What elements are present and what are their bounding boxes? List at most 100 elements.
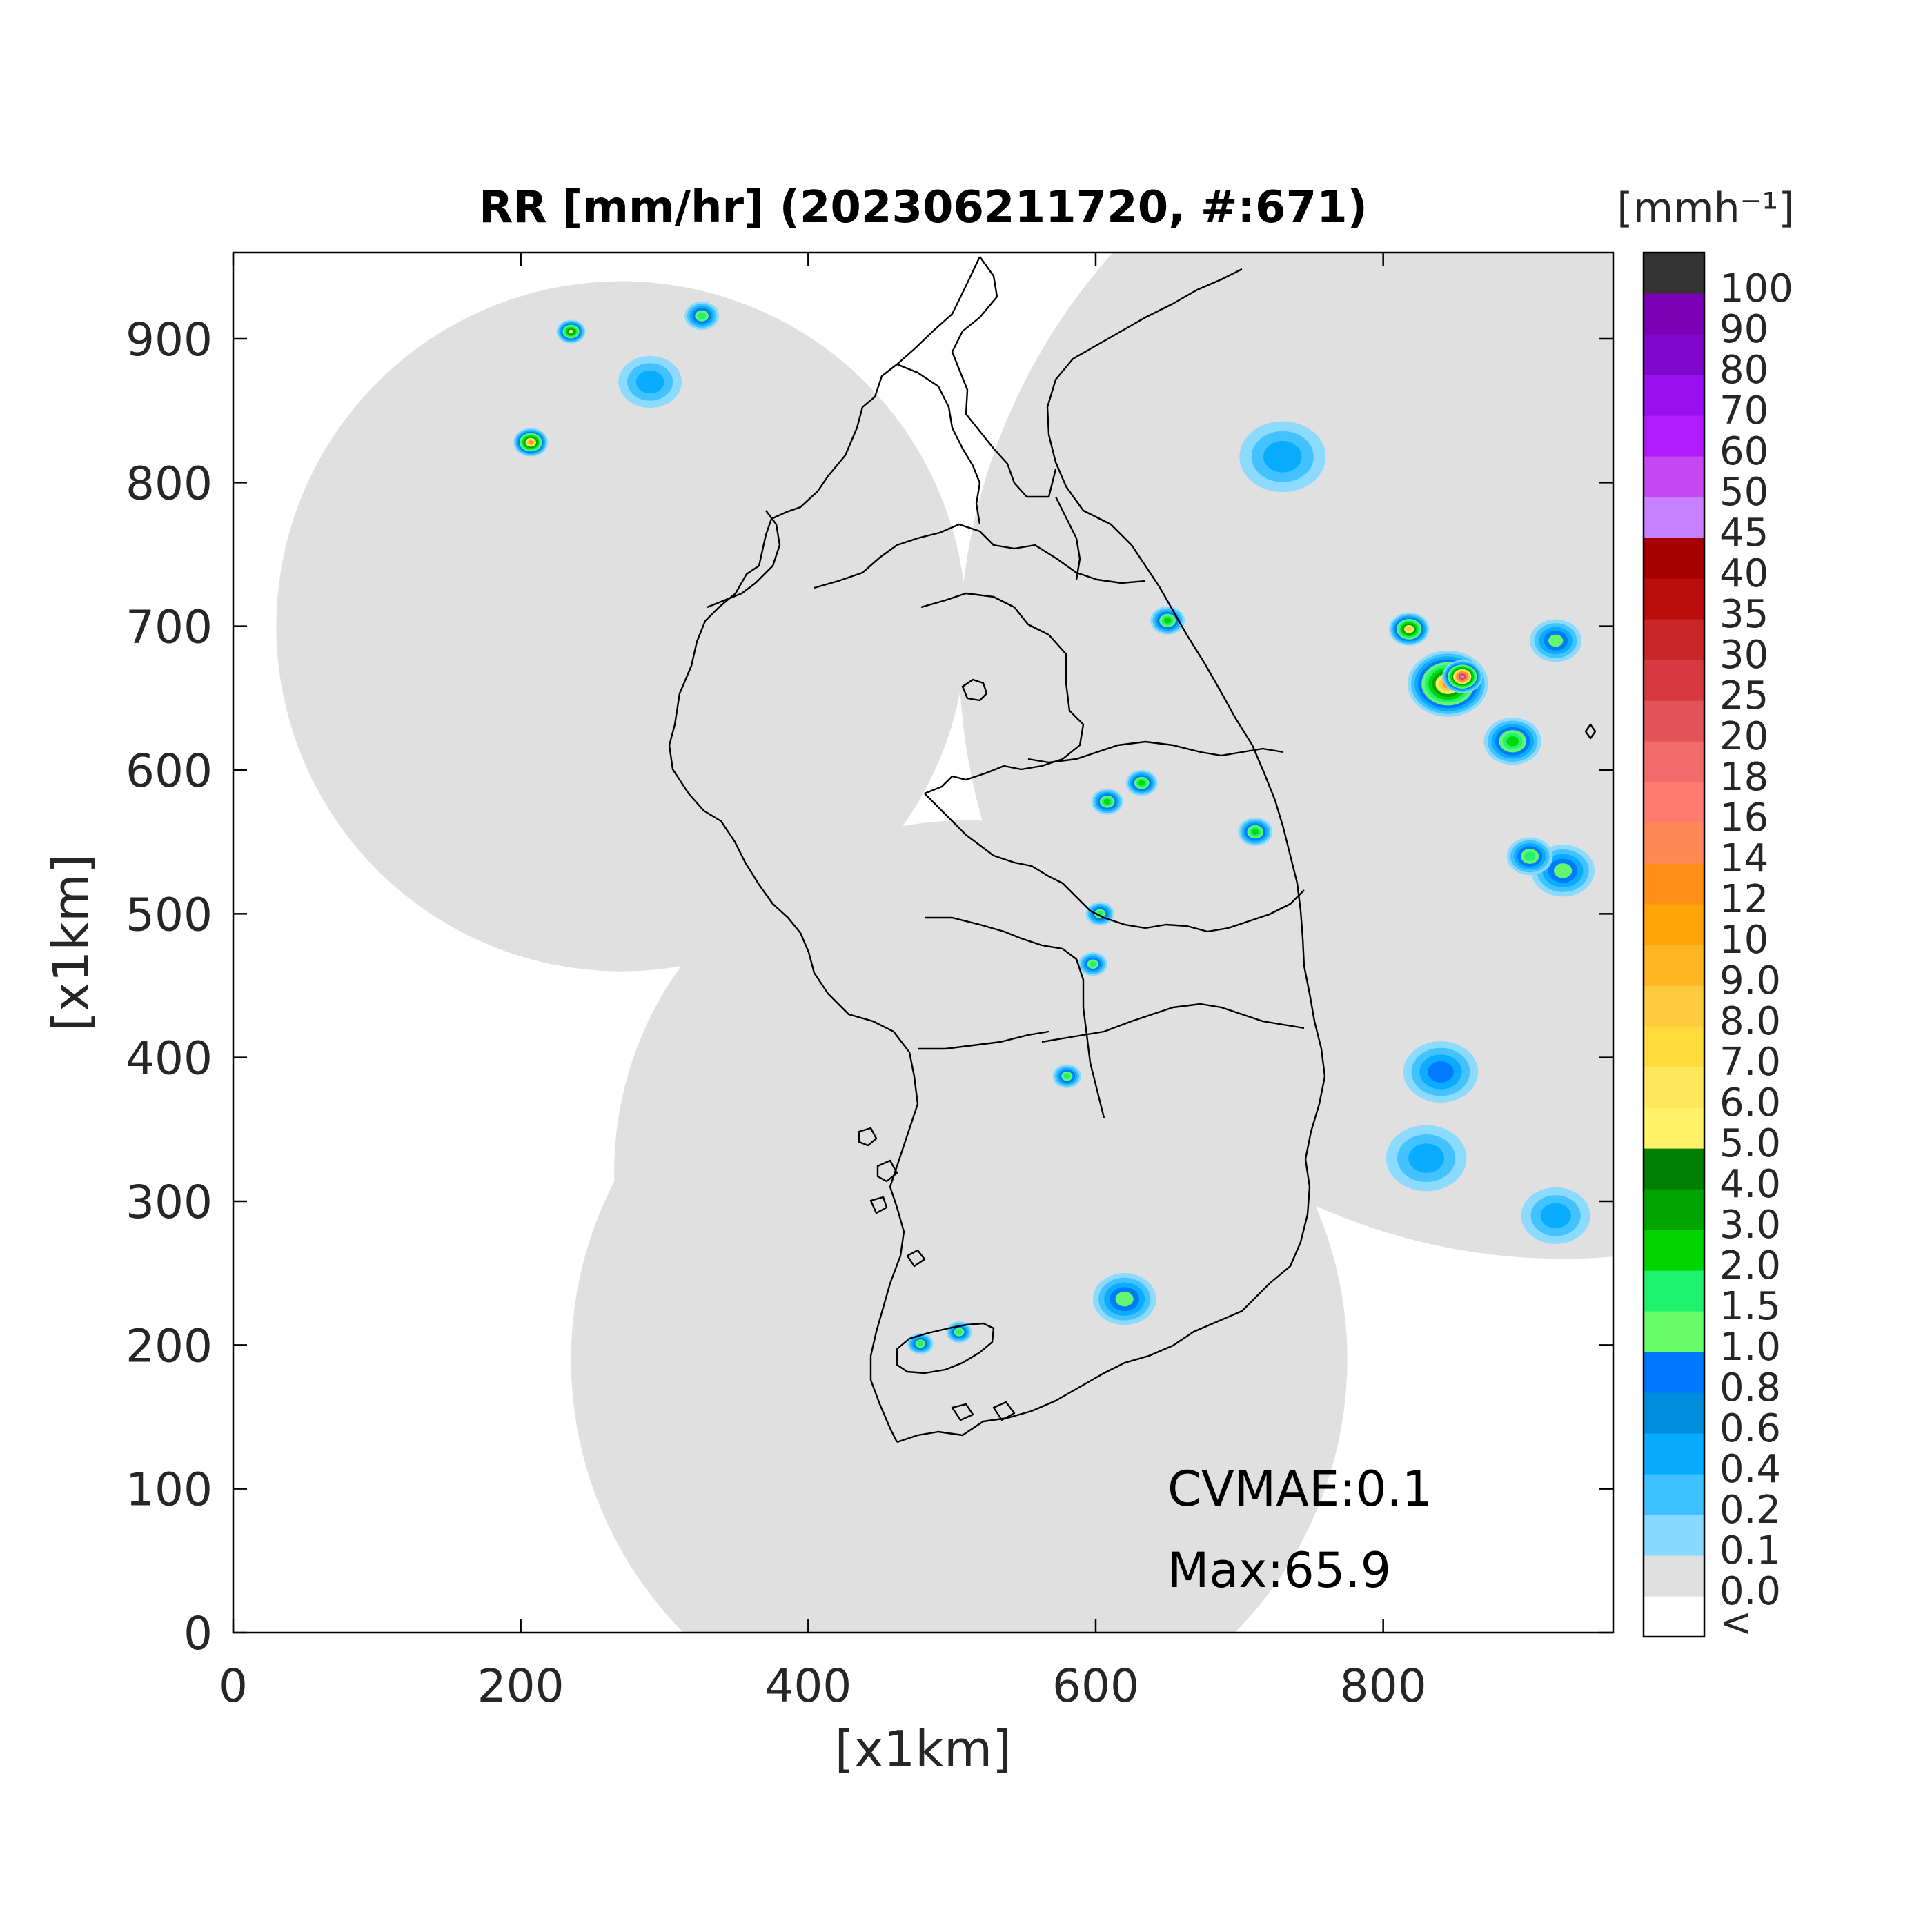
rain-cell-7 <box>1829 504 1915 575</box>
radar-coverage-area <box>276 253 1613 1633</box>
x-tick-label: 400 <box>765 1659 851 1713</box>
colorbar-segment <box>1644 1270 1704 1312</box>
province-border-jeolla <box>925 916 1105 1118</box>
colorbar-label: 70 <box>1719 388 1768 433</box>
rain-cell-21 <box>907 1332 934 1354</box>
y-tick-label: 0 <box>184 1607 213 1660</box>
colorbar-label: 0.4 <box>1719 1447 1781 1492</box>
y-tick-label: 300 <box>126 1176 213 1229</box>
sw-islands-3 <box>869 1196 888 1214</box>
colorbar-label: 90 <box>1719 307 1768 352</box>
colorbar-segment <box>1644 1230 1704 1271</box>
x-axis-label: [x1km] <box>835 1720 1012 1778</box>
colorbar-segment <box>1644 1107 1704 1149</box>
x-tick-label: 200 <box>477 1659 564 1713</box>
colorbar-segment <box>1644 904 1704 945</box>
colorbar-segment <box>1644 945 1704 986</box>
colorbar-label: 25 <box>1719 673 1768 718</box>
colorbar-label: 35 <box>1719 592 1768 637</box>
colorbar-label: 10 <box>1719 918 1768 963</box>
seoul-outline <box>961 678 988 702</box>
colorbar-segment <box>1644 1433 1704 1475</box>
colorbar-segment <box>1644 1474 1704 1515</box>
colorbar-segment <box>1644 1067 1704 1108</box>
y-tick-label: 600 <box>126 745 213 798</box>
province-border-ne <box>896 363 981 525</box>
colorbar-segment <box>1644 1555 1704 1597</box>
y-tick-label: 400 <box>126 1032 213 1085</box>
axes-frame <box>232 251 1615 1634</box>
y-axis-label: [x1km] <box>42 854 100 1031</box>
rain-cell-29 <box>1403 1041 1479 1103</box>
colorbar-segment <box>1644 293 1704 335</box>
colorbar-segment <box>1644 700 1704 742</box>
province-border-gyeonggi <box>920 592 1085 795</box>
colorbar-label: 2.0 <box>1719 1243 1781 1288</box>
east-sea-feature <box>1584 723 1597 740</box>
rain-cell-13 <box>1531 845 1595 897</box>
colorbar-segment <box>1644 782 1704 823</box>
rain-cell-26 <box>618 355 682 408</box>
rain-cell-11 <box>1389 612 1430 646</box>
colorbar-segment <box>1644 741 1704 782</box>
colorbar-segment <box>1644 497 1704 538</box>
province-border-ne2 <box>1054 496 1081 580</box>
east-coast <box>1046 268 1326 1160</box>
rain-cell-8 <box>1530 619 1582 662</box>
sw-islands-2 <box>876 1159 898 1183</box>
colorbar-label: 6.0 <box>1719 1081 1781 1125</box>
rain-cell-27 <box>1239 421 1326 493</box>
colorbar-segment <box>1644 1352 1704 1393</box>
colorbar-segment <box>1644 1311 1704 1352</box>
ulleung-like-island <box>906 1249 926 1268</box>
y-tick-label: 100 <box>126 1463 213 1517</box>
nw-coast <box>707 510 781 609</box>
x-tick-label: 600 <box>1052 1659 1139 1713</box>
province-border-chungcheong <box>924 793 1146 929</box>
colorbar-label: 45 <box>1719 511 1768 555</box>
coverage-circle-4 <box>571 971 1348 1633</box>
colorbar-label: 16 <box>1719 796 1768 840</box>
y-axis-ticks: 0 100 200 300 400 500 600 700 800 900 <box>126 313 1613 1660</box>
rain-cell-12 <box>1483 718 1541 765</box>
colorbar-label: 0.0 <box>1719 1569 1781 1614</box>
colorbar-segment <box>1644 538 1704 579</box>
y-tick-label: 200 <box>126 1319 213 1372</box>
colorbar-label: 40 <box>1719 551 1768 596</box>
rain-cell-6 <box>1803 392 1884 458</box>
colorbar-segment <box>1644 334 1704 375</box>
colorbar-segment <box>1644 863 1704 905</box>
x-tick-label: 800 <box>1340 1659 1427 1713</box>
y-tick-label: 800 <box>126 457 213 510</box>
rain-cell-20 <box>1052 1064 1082 1088</box>
colorbar-label: 1.0 <box>1719 1325 1781 1370</box>
rain-cell-22 <box>946 1321 972 1343</box>
colorbar-label: 0.2 <box>1719 1488 1781 1532</box>
jeju-island <box>896 1322 995 1374</box>
colorbar-label: 60 <box>1719 429 1768 474</box>
colorbar-segment <box>1644 822 1704 864</box>
colorbar-segment <box>1644 375 1704 416</box>
chart-title: RR [mm/hr] (202306211720, #:671) <box>479 182 1368 233</box>
sw-islands-5 <box>992 1401 1016 1421</box>
colorbar-label: 80 <box>1719 348 1768 393</box>
rain-cell-14 <box>1150 606 1185 635</box>
colorbar-segment <box>1644 1026 1704 1067</box>
colorbar-segment <box>1644 1148 1704 1190</box>
rain-cell-30 <box>1386 1125 1467 1192</box>
colorbar-label: 9.0 <box>1719 958 1781 1003</box>
colorbar-label: 20 <box>1719 714 1768 759</box>
colorbar-label: 100 <box>1719 266 1793 311</box>
map-layer <box>276 253 1915 1633</box>
colorbar-frame <box>1642 251 1706 1638</box>
north-border <box>951 256 1057 498</box>
rain-cell-15 <box>1091 789 1123 815</box>
colorbar-label: 7.0 <box>1719 1040 1781 1085</box>
max-annotation: Max:65.9 <box>1167 1542 1391 1599</box>
rain-cell-10 <box>1442 660 1483 693</box>
rain-cell-17 <box>1238 818 1273 847</box>
colorbar-segment <box>1644 578 1704 620</box>
colorbar-unit-label: [mmh⁻¹] <box>1617 184 1794 233</box>
colorbar: <0.00.10.20.40.60.81.01.52.03.04.05.06.0… <box>1642 251 1793 1646</box>
y-tick-label: 500 <box>126 888 213 941</box>
